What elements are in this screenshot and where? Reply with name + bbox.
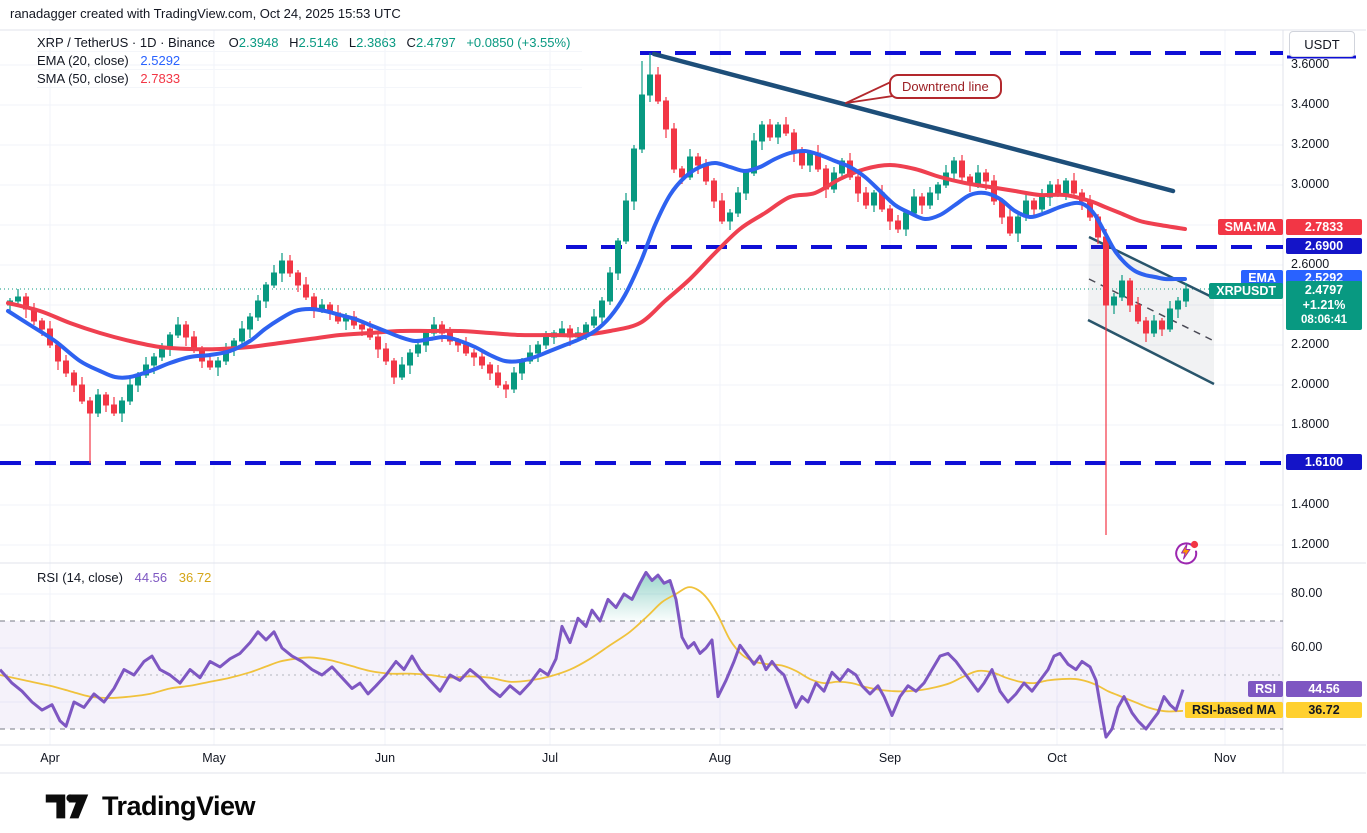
symbol-side-label: XRPUSDT: [1209, 283, 1283, 300]
currency-toggle-button[interactable]: USDT: [1289, 31, 1355, 57]
alert-flash-icon[interactable]: [1172, 538, 1199, 565]
high-key: H: [289, 35, 299, 50]
sma-row[interactable]: SMA (50, close) 2.7833: [37, 70, 582, 88]
channel-mid-line: [1088, 278, 1215, 342]
candlestick-series-up: [7, 53, 1189, 422]
rsi-title: RSI (14, close): [37, 570, 123, 585]
tradingview-logo-mark: [45, 794, 89, 819]
symbol-badge-countdown: 08:06:41: [1300, 314, 1348, 327]
rsi-ma-axis-badge: 36.72: [1286, 701, 1362, 718]
change-value: +0.0850 (+3.55%): [466, 35, 571, 50]
open-key: O: [228, 35, 239, 50]
sma-side-label: SMA:MA: [1217, 219, 1283, 236]
rsi-line: [0, 570, 1185, 739]
rsi-ma-line: [0, 586, 1184, 713]
sma-value: 2.7833: [140, 71, 181, 86]
channel-lower-line: [1087, 318, 1215, 386]
brand-wordmark: TradingView: [102, 790, 256, 821]
price-tick-label: 3.2000: [1291, 137, 1330, 151]
rsi-value: 44.56: [134, 570, 168, 585]
price-tick-label: 3.0000: [1291, 177, 1330, 191]
month-label: Apr: [40, 751, 60, 765]
rsi-legend[interactable]: RSI (14, close) 44.56 36.72: [37, 570, 211, 585]
price-tick-label: 3.6000: [1291, 57, 1330, 71]
channel-upper-line: [1088, 235, 1215, 300]
ema-value: 2.5292: [140, 53, 181, 68]
ema-row[interactable]: EMA (20, close) 2.5292: [37, 52, 582, 70]
callout-tail: [845, 80, 894, 104]
symbol-row[interactable]: XRP / TetherUS · 1D · Binance O2.3948 H2…: [37, 34, 582, 52]
ema-side-label: EMA: [1241, 270, 1283, 287]
rsi-axis-badge: 44.56: [1286, 680, 1362, 697]
low-key: L: [348, 35, 357, 50]
symbol-badge-price: 2.4797: [1304, 283, 1344, 298]
month-label: Nov: [1213, 751, 1237, 765]
ema20-line: [6, 148, 1187, 380]
price-tick-label: 1.4000: [1291, 497, 1330, 511]
price-tick-label: 1.8000: [1291, 417, 1330, 431]
month-label: Jun: [374, 751, 396, 765]
rsi-overbought-fill: [556, 572, 682, 621]
level-mid-axis-badge: 2.6900: [1286, 238, 1362, 254]
downtrend-line: [651, 51, 1176, 194]
symbol-legend: XRP / TetherUS · 1D · Binance O2.3948 H2…: [37, 34, 582, 88]
sma-label: SMA (50, close): [37, 71, 129, 86]
rsi-tick-label: 80.00: [1291, 586, 1323, 600]
price-tick-label: 1.2000: [1291, 537, 1330, 551]
ema-label: EMA (20, close): [37, 53, 129, 68]
open-value: 2.3948: [238, 35, 279, 50]
month-label: Oct: [1047, 751, 1067, 765]
close-value: 2.4797: [415, 35, 456, 50]
symbol-axis-badge: 2.4797 +1.21% 08:06:41: [1286, 281, 1362, 331]
sma-axis-badge: 2.7833: [1286, 219, 1362, 236]
month-label: Jul: [542, 751, 558, 765]
price-tick-label: 3.4000: [1291, 97, 1330, 111]
month-label: May: [202, 751, 226, 765]
rsi-tick-label: 60.00: [1291, 640, 1323, 654]
sma50-line: [6, 162, 1187, 352]
high-value: 2.5146: [298, 35, 339, 50]
rsi-side-label: RSI: [1248, 680, 1283, 697]
low-value: 2.3863: [356, 35, 396, 50]
price-tick-label: 2.2000: [1291, 337, 1330, 351]
price-tick-label: 2.0000: [1291, 377, 1330, 391]
close-key: C: [406, 35, 416, 50]
symbol-badge-change: +1.21%: [1302, 298, 1346, 313]
symbol-title: XRP / TetherUS · 1D · Binance: [37, 35, 215, 50]
level-low-axis-badge: 1.6100: [1286, 454, 1362, 470]
month-label: Sep: [878, 751, 902, 765]
month-label: Aug: [708, 751, 732, 765]
credit-line: ranadagger created with TradingView.com,…: [10, 6, 401, 21]
price-tick-label: 2.6000: [1291, 257, 1330, 271]
tradingview-logo[interactable]: TradingView: [44, 786, 256, 826]
downtrend-callout[interactable]: Downtrend line: [889, 74, 1002, 99]
rsi-ma-side-label: RSI-based MA: [1184, 701, 1283, 718]
rsi-ma-value: 36.72: [178, 570, 212, 585]
